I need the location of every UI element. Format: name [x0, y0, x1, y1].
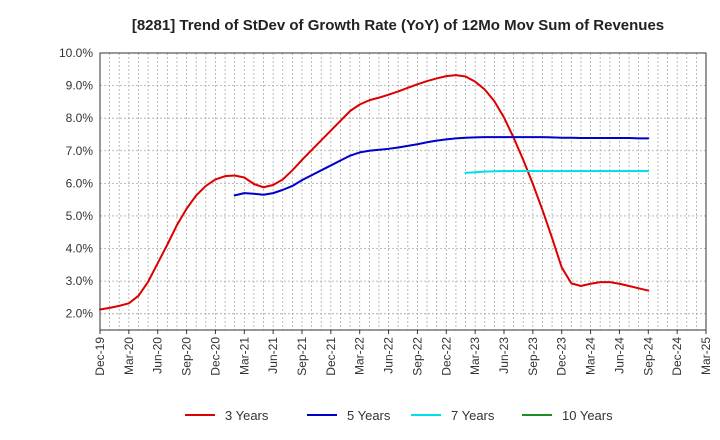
- y-tick-label: 6.0%: [66, 176, 94, 190]
- x-tick-label: Sep-23: [526, 337, 540, 376]
- legend-label-10-years: 10 Years: [562, 408, 613, 423]
- x-tick-label: Dec-23: [555, 337, 569, 376]
- x-tick-label: Dec-21: [324, 337, 338, 376]
- chart-title: [8281] Trend of StDev of Growth Rate (Yo…: [132, 17, 664, 34]
- x-tick-label: Sep-20: [180, 337, 194, 376]
- y-tick-label: 8.0%: [66, 111, 94, 125]
- legend-label-7-years: 7 Years: [451, 408, 495, 423]
- x-tick-label: Jun-21: [266, 337, 280, 374]
- x-tick-label: Sep-22: [410, 337, 424, 376]
- x-tick-label: Dec-24: [670, 337, 684, 376]
- x-tick-label: Jun-24: [612, 337, 626, 374]
- y-tick-label: 7.0%: [66, 144, 94, 158]
- x-tick-label: Sep-21: [295, 337, 309, 376]
- x-tick-label: Dec-22: [439, 337, 453, 376]
- y-tick-label: 10.0%: [59, 46, 93, 60]
- plot-frame: [99, 52, 707, 331]
- grid: [100, 52, 706, 330]
- x-tick-label: Jun-23: [497, 337, 511, 374]
- y-tick-label: 9.0%: [66, 79, 94, 93]
- x-tick-label: Jun-20: [151, 337, 165, 374]
- y-axis-labels: 2.0% 3.0% 4.0% 5.0% 6.0% 7.0% 8.0% 9.0% 10.0%: [59, 46, 93, 321]
- x-tick-label: Mar-21: [237, 337, 251, 375]
- x-tick-label: Dec-20: [208, 337, 222, 376]
- axes: [99, 52, 707, 334]
- y-tick-label: 2.0%: [66, 307, 94, 321]
- series-line-3-years: [99, 74, 650, 311]
- x-tick-label: Mar-23: [468, 337, 482, 375]
- x-tick-label: Mar-20: [122, 337, 136, 375]
- x-tick-label: Dec-19: [93, 337, 107, 376]
- x-tick-label: Sep-24: [641, 337, 655, 376]
- legend-label-3-years: 3 Years: [225, 408, 269, 423]
- x-tick-label: Mar-22: [353, 337, 367, 375]
- legend: 3 Years 5 Years 7 Years 10 Years: [185, 408, 613, 423]
- series-lines: [99, 74, 650, 311]
- legend-label-5-years: 5 Years: [347, 408, 391, 423]
- plot-area: [100, 53, 706, 330]
- y-tick-label: 3.0%: [66, 274, 94, 288]
- y-tick-label: 4.0%: [66, 242, 94, 256]
- x-tick-label: Mar-25: [699, 337, 713, 375]
- x-axis-labels: Dec-19 Mar-20 Jun-20 Sep-20 Dec-20 Mar-21 Jun-…: [93, 337, 713, 376]
- x-tick-label: Jun-22: [382, 337, 396, 374]
- series-line-7-years: [464, 169, 650, 174]
- x-tick-label: Mar-24: [584, 337, 598, 375]
- y-tick-label: 5.0%: [66, 209, 94, 223]
- series-line-5-years: [233, 136, 650, 197]
